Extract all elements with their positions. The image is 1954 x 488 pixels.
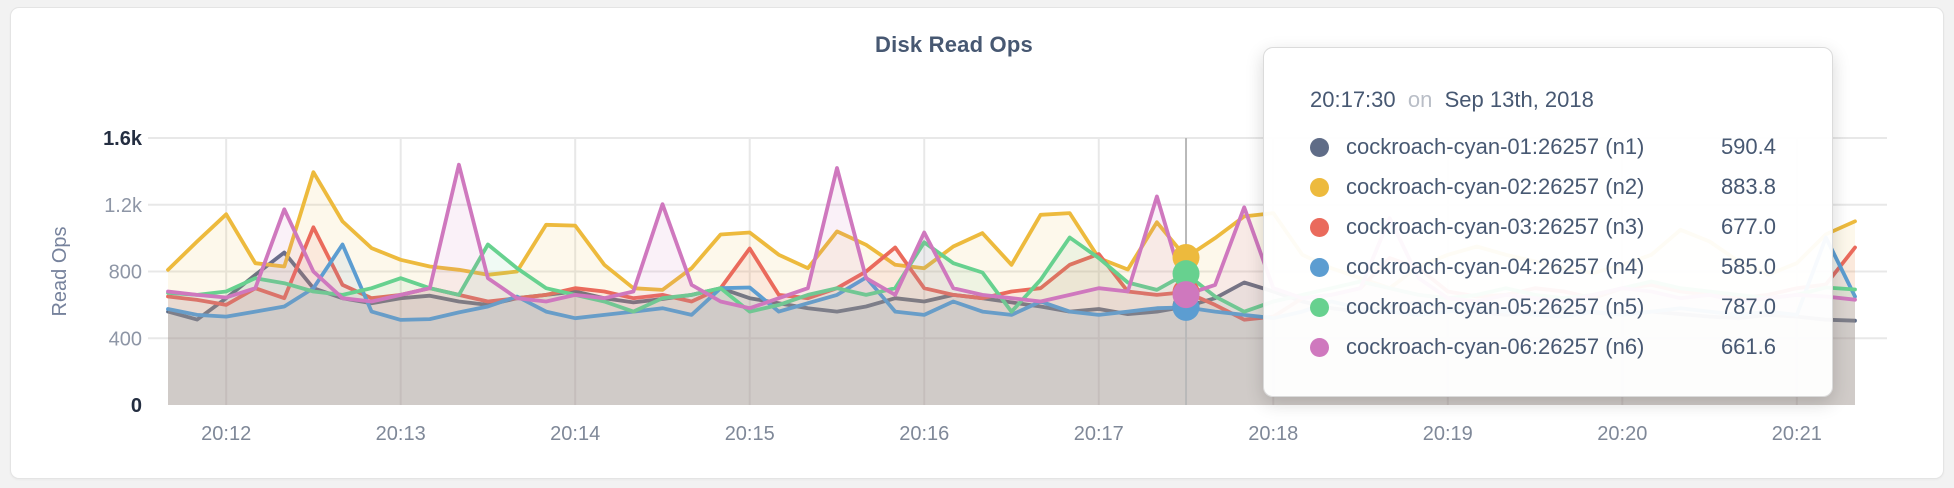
tooltip-row: cockroach-cyan-06:26257 (n6) 661.6	[1310, 327, 1776, 367]
hover-tooltip: 20:17:30 on Sep 13th, 2018 cockroach-cya…	[1263, 47, 1833, 397]
svg-text:20:15: 20:15	[725, 423, 775, 445]
series-value: 661.6	[1720, 334, 1776, 359]
svg-text:20:17: 20:17	[1074, 423, 1124, 445]
svg-text:1.6k: 1.6k	[103, 128, 143, 150]
series-value: 677.0	[1720, 214, 1776, 239]
series-color-dot	[1310, 177, 1329, 197]
series-label: cockroach-cyan-01:26257 (n1)	[1346, 134, 1645, 159]
tooltip-row: cockroach-cyan-05:26257 (n5) 787.0	[1310, 287, 1776, 327]
series-label: cockroach-cyan-05:26257 (n5)	[1346, 294, 1645, 319]
tooltip-row: cockroach-cyan-02:26257 (n2) 883.8	[1310, 167, 1776, 207]
series-color-dot	[1310, 297, 1329, 317]
series-value: 787.0	[1720, 294, 1776, 319]
svg-text:Read Ops: Read Ops	[49, 226, 71, 316]
tooltip-time: 20:17:30	[1310, 87, 1396, 112]
svg-text:20:19: 20:19	[1423, 423, 1473, 445]
tooltip-date: Sep 13th, 2018	[1444, 87, 1594, 112]
svg-text:20:18: 20:18	[1248, 423, 1298, 445]
svg-text:20:12: 20:12	[201, 423, 251, 445]
series-value: 590.4	[1720, 134, 1776, 159]
series-value: 585.0	[1720, 254, 1776, 279]
svg-text:0: 0	[131, 395, 142, 417]
tooltip-row: cockroach-cyan-03:26257 (n3) 677.0	[1310, 207, 1776, 247]
series-label: cockroach-cyan-04:26257 (n4)	[1346, 254, 1645, 279]
series-label: cockroach-cyan-06:26257 (n6)	[1346, 334, 1645, 359]
svg-text:20:21: 20:21	[1772, 423, 1822, 445]
tooltip-row: cockroach-cyan-01:26257 (n1) 590.4	[1310, 127, 1776, 167]
series-color-dot	[1310, 257, 1329, 277]
svg-text:20:16: 20:16	[899, 423, 949, 445]
svg-text:400: 400	[109, 328, 142, 350]
chart-title: Disk Read Ops	[875, 32, 1033, 57]
series-label: cockroach-cyan-02:26257 (n2)	[1346, 174, 1645, 199]
svg-text:20:14: 20:14	[550, 423, 600, 445]
tooltip-row: cockroach-cyan-04:26257 (n4) 585.0	[1310, 247, 1776, 287]
svg-text:20:13: 20:13	[376, 423, 426, 445]
svg-text:800: 800	[109, 262, 142, 284]
series-color-dot	[1310, 337, 1329, 357]
tooltip-header: 20:17:30 on Sep 13th, 2018	[1310, 86, 1776, 114]
series-color-dot	[1310, 217, 1329, 237]
tooltip-on-word: on	[1407, 87, 1433, 112]
series-value: 883.8	[1720, 174, 1776, 199]
svg-text:20:20: 20:20	[1597, 423, 1647, 445]
svg-text:1.2k: 1.2k	[104, 195, 143, 217]
series-color-dot	[1310, 137, 1329, 157]
series-label: cockroach-cyan-03:26257 (n3)	[1346, 214, 1645, 239]
